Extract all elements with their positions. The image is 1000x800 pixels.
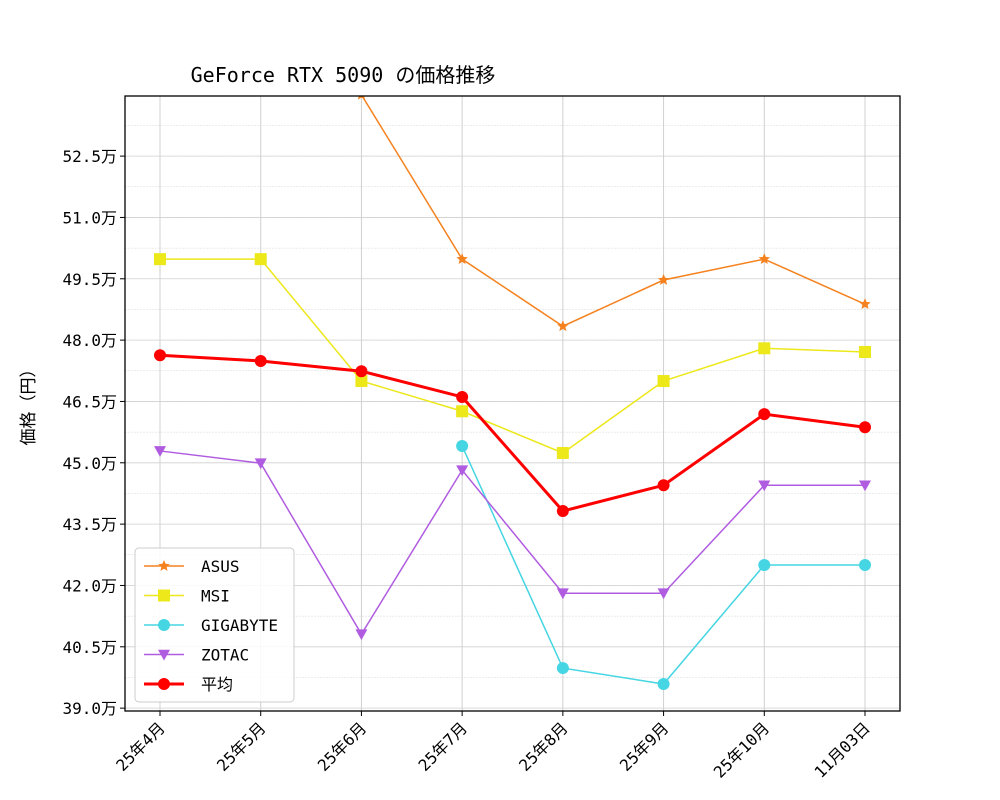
data-point [859, 480, 871, 492]
plot-frame [124, 95, 901, 712]
data-point [758, 408, 771, 421]
data-point [859, 421, 871, 434]
data-point [556, 588, 569, 600]
data-point [456, 440, 469, 453]
legend-marker [158, 649, 170, 661]
y-tick-label: 39.0万 [62, 699, 117, 718]
x-tick-label: 25年6月 [314, 718, 371, 775]
data-point [254, 354, 267, 367]
data-point [556, 662, 569, 675]
legend-label: ASUS [201, 557, 240, 576]
data-point [859, 298, 871, 309]
data-point [254, 458, 267, 470]
series-line [361, 96, 866, 328]
legend-marker [158, 619, 170, 631]
y-tick-label: 49.5万 [62, 270, 117, 289]
data-point [758, 342, 771, 355]
data-point [657, 588, 670, 600]
data-point [456, 465, 469, 477]
data-point [556, 505, 569, 518]
series-msi [154, 253, 871, 459]
data-point [657, 274, 670, 285]
y-tick-label: 40.5万 [62, 638, 117, 657]
x-tick-label: 25年4月 [112, 718, 169, 775]
data-point [154, 253, 166, 266]
y-tick-label: 42.0万 [62, 576, 117, 595]
x-tick-label: 25年9月 [616, 718, 673, 775]
data-point [859, 559, 871, 572]
legend-label: 平均 [201, 675, 233, 694]
x-tick-label: 25年7月 [414, 718, 471, 775]
legend-box [134, 547, 295, 703]
legend-marker [158, 589, 170, 602]
y-tick-label: 52.5万 [62, 147, 117, 166]
data-point [456, 253, 468, 264]
y-tick-label: 48.0万 [62, 331, 117, 350]
series-line [159, 353, 866, 513]
data-point [154, 349, 166, 362]
legend-marker [158, 560, 170, 571]
data-point [859, 345, 871, 358]
y-tick-label: 46.5万 [62, 392, 117, 411]
data-point [556, 446, 569, 459]
chart-title: GeForce RTX 5090 の価格推移 [191, 63, 496, 87]
x-tick-label: 25年5月 [213, 718, 270, 775]
data-point [557, 320, 569, 332]
data-point [154, 446, 166, 457]
series-group [154, 96, 871, 691]
y-tick-label: 43.5万 [62, 515, 117, 534]
data-point [758, 480, 771, 492]
data-point [657, 375, 670, 388]
data-point [758, 559, 771, 572]
legend-label: MSI [201, 587, 230, 606]
data-point [355, 375, 368, 388]
data-point [456, 390, 469, 403]
y-tick-label: 45.0万 [62, 454, 117, 473]
y-axis-label: 価格（円） [19, 361, 39, 446]
data-point [758, 253, 770, 264]
series-zotac [154, 446, 871, 641]
legend-marker [158, 678, 170, 690]
data-point [355, 629, 368, 641]
data-point [355, 365, 368, 378]
series-asus [357, 96, 871, 332]
data-point [254, 253, 267, 266]
series-平均 [154, 349, 871, 518]
series-line [159, 450, 865, 636]
legend-label: GIGABYTE [201, 616, 278, 635]
data-point [357, 96, 365, 100]
x-tick-label: 25年8月 [515, 718, 572, 775]
legend: ASUS MSI GIGABYTE ZOTAC 平均 [134, 547, 295, 703]
series-line [160, 258, 866, 454]
data-point [657, 479, 670, 492]
x-tick-label: 25年10月 [710, 718, 773, 781]
y-tick-label: 51.0万 [62, 208, 117, 227]
data-point [657, 678, 670, 691]
series-gigabyte [456, 440, 871, 691]
data-point [456, 405, 469, 418]
x-tick-label: 11月03日 [811, 718, 874, 781]
legend-label: ZOTAC [201, 646, 249, 665]
